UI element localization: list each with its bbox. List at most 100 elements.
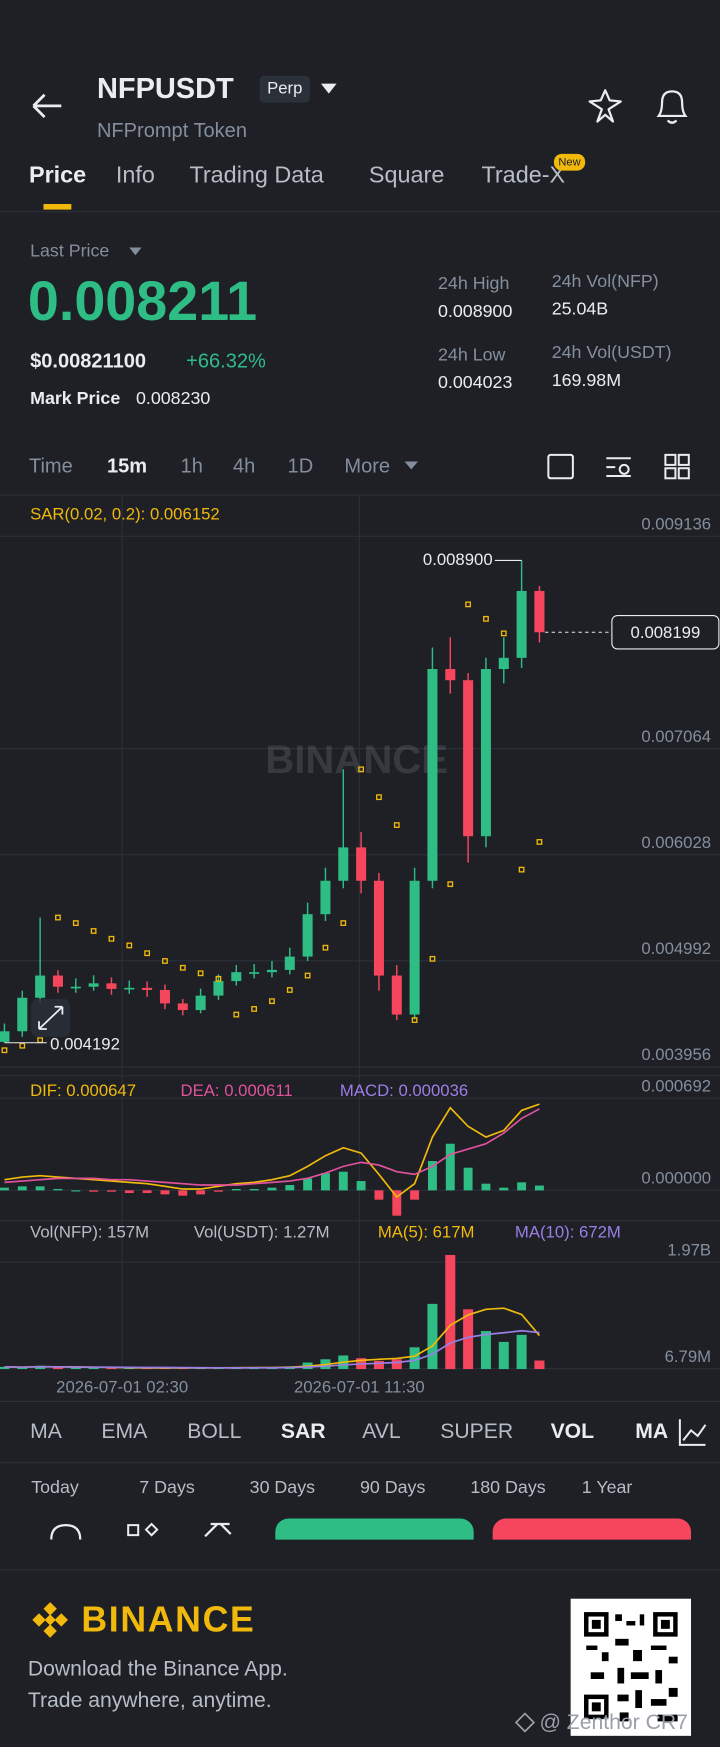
badge-bg (259, 75, 310, 103)
interval[interactable]: More (344, 455, 390, 477)
last-price-label[interactable]: Last Price (30, 241, 109, 261)
price-change: +66.32% (186, 351, 266, 373)
indicator[interactable]: MA (30, 1420, 63, 1443)
last-price-box (611, 614, 720, 650)
candle-body (52, 975, 63, 987)
stat-label: 24h Vol(NFP) (552, 271, 659, 291)
usd-price: $0.00821100 (30, 351, 146, 373)
range[interactable]: 180 Days (470, 1477, 545, 1497)
symbol-dropdown[interactable] (320, 83, 337, 94)
tab[interactable]: Price (29, 161, 86, 187)
sar-dot (518, 866, 525, 873)
indicator[interactable]: AVL (362, 1420, 401, 1443)
macd-bar (178, 1190, 188, 1196)
y-tick-label: 6.79M (665, 1347, 711, 1366)
volume-bar (70, 1367, 81, 1370)
range[interactable]: 1 Year (582, 1477, 633, 1497)
watermark: BINANCE (265, 737, 448, 782)
tab[interactable]: Square (369, 161, 444, 187)
volume-bar (534, 1360, 545, 1370)
candle-body (302, 914, 313, 957)
interval[interactable]: 4h (233, 455, 255, 477)
sar-dot (251, 1006, 258, 1012)
alert-button[interactable] (656, 90, 688, 124)
candle-body (249, 972, 260, 974)
candle-body (70, 986, 81, 989)
range[interactable]: 7 Days (139, 1477, 195, 1497)
more-icon[interactable] (50, 1524, 82, 1540)
indicator[interactable]: SAR (281, 1420, 326, 1443)
sar-dot (197, 970, 204, 977)
layout-icon (677, 467, 690, 480)
range[interactable]: 30 Days (250, 1477, 315, 1497)
volume-bar (52, 1367, 63, 1370)
indicator[interactable]: SUPER (440, 1420, 513, 1443)
settings-icon-dot (618, 463, 630, 475)
macd-bar (285, 1185, 295, 1191)
stat-label: 24h Low (438, 344, 506, 364)
sar-dot (465, 601, 472, 608)
layout-icon[interactable] (664, 453, 677, 466)
legend-volume: Vol(NFP): 157M (30, 1222, 149, 1241)
interval[interactable]: 1D (288, 455, 314, 477)
share-icon[interactable] (204, 1522, 232, 1538)
sar-dot (411, 1017, 418, 1024)
marks-layer: 0.008900 0.004192 0.008199 (0, 550, 720, 1370)
y-tick-label: 0.006028 (641, 833, 711, 852)
symbol[interactable]: NFPUSDT (97, 73, 234, 105)
sar-dot (393, 822, 400, 828)
indicator-settings[interactable] (678, 1419, 707, 1446)
tab[interactable]: Trading Data (189, 161, 324, 187)
toolbar-icons (547, 453, 690, 480)
y-tick-label: 0.000692 (641, 1076, 711, 1095)
indicator[interactable]: EMA (101, 1420, 148, 1443)
sar-dot (179, 964, 186, 971)
indicator[interactable]: MACD (635, 1420, 698, 1443)
candle-body (338, 847, 349, 881)
sar-dot (340, 920, 347, 926)
indicator[interactable]: VOL (551, 1420, 595, 1443)
y-tick-label: 0.009136 (641, 515, 711, 534)
tab[interactable]: Info (116, 161, 155, 187)
interval[interactable]: 15m (107, 455, 147, 477)
y-tick-label: 0.000000 (641, 1169, 711, 1188)
stat-label: 24h High (438, 273, 509, 293)
volume-bar (106, 1367, 117, 1370)
legend-dea: DEA: 0.000611 (181, 1081, 293, 1100)
compare-icon[interactable] (127, 1522, 159, 1537)
interval[interactable]: 1h (181, 455, 203, 477)
macd-bar (231, 1189, 241, 1191)
range[interactable]: 90 Days (360, 1477, 425, 1497)
high-marker-label: 0.008900 (423, 550, 493, 569)
volume-bar (480, 1331, 491, 1370)
interval[interactable]: Time (29, 455, 73, 477)
settings-icon[interactable] (606, 457, 631, 478)
range[interactable]: Today (31, 1477, 79, 1497)
volume-bar (88, 1367, 99, 1370)
back-button[interactable] (32, 93, 62, 119)
sar-dot (376, 794, 382, 801)
candle-body (0, 1031, 10, 1042)
stat-label: 24h Vol(USDT) (552, 342, 672, 362)
candle-body (480, 669, 491, 837)
low-marker-label: 0.004192 (50, 1034, 120, 1053)
favorite-button[interactable] (588, 89, 622, 123)
macd-bar (356, 1181, 366, 1191)
candle-body (498, 657, 509, 670)
macd-bar (35, 1186, 45, 1191)
macd-bar (106, 1190, 116, 1192)
macd-bar (267, 1187, 277, 1191)
candle-body (373, 880, 384, 976)
fullscreen-icon[interactable] (547, 453, 574, 480)
indicator[interactable]: BOLL (187, 1420, 241, 1443)
macd-bar (445, 1143, 455, 1191)
volume-bar (409, 1347, 420, 1370)
last-price-label: 0.008199 (631, 623, 701, 642)
dropdown-arrow (404, 461, 418, 470)
candle-body (445, 669, 456, 681)
tab[interactable]: Trade-X (481, 161, 565, 187)
footer-text: Trade anywhere, anytime. (28, 1689, 272, 1712)
tab-indicator (43, 204, 72, 210)
indicator-tabs: MA EMA BOLL SAR AVL SUPER VOL MACD (30, 1420, 698, 1443)
